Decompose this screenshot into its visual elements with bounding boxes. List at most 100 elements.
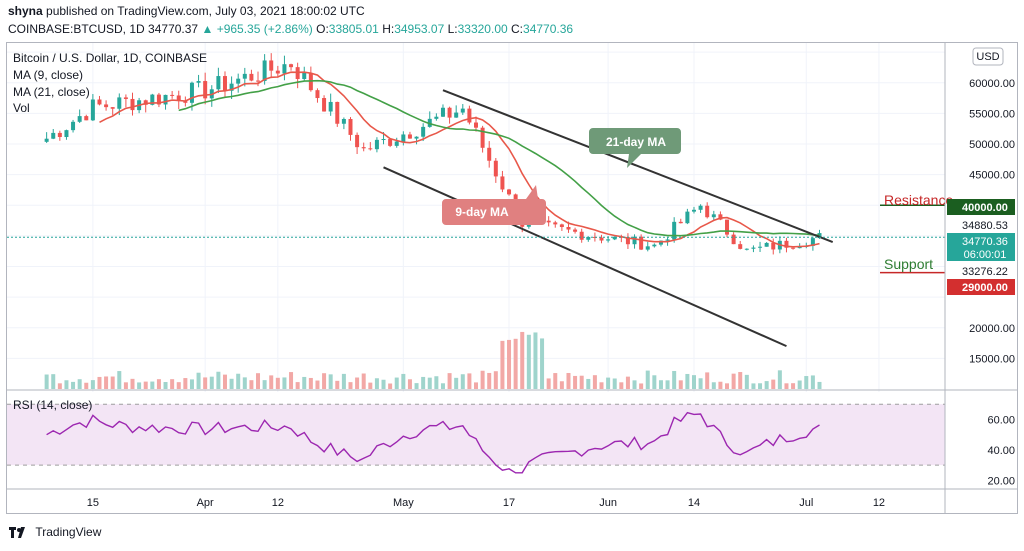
volume-bar xyxy=(672,370,677,389)
candle-body xyxy=(90,99,95,121)
candle-body xyxy=(791,247,796,249)
time-axis[interactable]: 15 Apr 12 May 17 Jun 14 Jul 12 xyxy=(87,497,885,509)
volume-bar xyxy=(361,373,366,389)
publish-text: published on TradingView.com, July 03, 2… xyxy=(46,4,365,18)
tag-33276: 33276.22 xyxy=(962,266,1008,278)
volume-bar xyxy=(566,372,571,389)
open-value: 33805.01 xyxy=(328,22,379,36)
candle-body xyxy=(143,100,148,105)
candle-body xyxy=(612,236,617,240)
candle-body xyxy=(117,97,122,109)
high-value: 34953.07 xyxy=(394,22,445,36)
volume-bar xyxy=(374,378,379,389)
volume-bar xyxy=(804,376,809,389)
volume-bar xyxy=(156,379,161,389)
price-tick: 45000.00 xyxy=(969,170,1015,182)
candle-body xyxy=(652,244,657,247)
ohlc-line: COINBASE:BTCUSD, 1D 34770.37 ▲ +965.35 (… xyxy=(8,22,573,36)
ma9-callout-bubble xyxy=(442,185,546,225)
candle-body xyxy=(341,118,346,124)
candle-body xyxy=(421,126,426,137)
tradingview-logo-icon[interactable] xyxy=(8,525,28,539)
current-price-tag: 34770.36 xyxy=(962,236,1008,248)
volume-bar xyxy=(242,377,247,389)
rsi-tick: 60.00 xyxy=(987,414,1015,426)
volume-bar xyxy=(817,381,822,389)
volume-bar xyxy=(216,371,221,389)
candle-body xyxy=(500,176,505,190)
tag-34880-bg xyxy=(947,217,1015,233)
volume-bar xyxy=(388,383,393,389)
candle-body xyxy=(394,141,399,146)
volume-bar xyxy=(150,381,155,389)
volume-bar xyxy=(275,377,280,389)
volume-bar xyxy=(507,339,512,389)
rsi-axis[interactable]: 60.00 40.00 20.00 xyxy=(987,414,1015,487)
candle-body xyxy=(639,236,644,250)
volume-bar xyxy=(540,338,545,389)
tradingview-brand[interactable]: TradingView xyxy=(35,524,102,539)
volume-bar xyxy=(744,374,749,389)
publish-line: shyna published on TradingView.com, July… xyxy=(8,4,365,18)
volume-bar xyxy=(771,379,776,389)
volume-bar xyxy=(282,377,287,389)
volume-bar xyxy=(797,380,802,389)
candle-body xyxy=(401,134,406,142)
candle-body xyxy=(758,246,763,248)
currency-button[interactable] xyxy=(972,47,1004,66)
volume-bar xyxy=(725,383,730,389)
candle-body xyxy=(203,81,208,99)
symbol-label: COINBASE:BTCUSD, 1D xyxy=(8,22,145,36)
ma21-callout-bubble xyxy=(589,128,681,168)
candle-body xyxy=(104,104,109,108)
price-tick: 55000.00 xyxy=(969,108,1015,120)
volume-bar xyxy=(71,381,76,389)
volume-bar xyxy=(718,381,723,389)
candle-body xyxy=(493,160,498,177)
moving-averages xyxy=(99,71,820,248)
candle-body xyxy=(632,236,637,245)
time-tick: 15 xyxy=(87,497,99,509)
candle-body xyxy=(262,60,267,82)
price-tick: 20000.00 xyxy=(969,323,1015,335)
volume-bar xyxy=(645,370,650,389)
volume-bar xyxy=(295,382,300,389)
candle-body xyxy=(447,107,452,118)
candle-body xyxy=(474,122,478,128)
price-axis[interactable]: 60000.00 55000.00 50000.00 45000.00 20000.00… xyxy=(969,78,1015,366)
candle-body xyxy=(222,76,227,91)
volume-bar xyxy=(328,374,333,389)
candle-body xyxy=(229,83,234,91)
volume-bar xyxy=(526,334,531,389)
volume-bar xyxy=(209,376,214,389)
candle-body xyxy=(566,227,571,230)
volume-bar xyxy=(764,381,769,389)
candle-body xyxy=(691,209,696,212)
time-tick: Apr xyxy=(197,497,214,509)
volume-bar xyxy=(256,373,261,389)
candle-body xyxy=(467,108,472,123)
volume-bar xyxy=(791,383,796,389)
resistance-tag-bg xyxy=(947,199,1015,215)
volume-bar xyxy=(513,338,518,389)
volume-bar xyxy=(355,377,360,389)
volume-bar xyxy=(203,377,208,389)
author-name[interactable]: shyna xyxy=(8,4,43,18)
legend-rsi: RSI (14, close) xyxy=(13,398,92,412)
volume-bar xyxy=(573,375,578,389)
volume-bar xyxy=(592,375,597,389)
resistance-label: Resistance xyxy=(884,192,953,208)
candle-body xyxy=(57,132,62,138)
candle-body xyxy=(592,236,597,238)
volume-bar xyxy=(176,382,181,389)
candle-body xyxy=(71,121,76,131)
resistance-tag: 40000.00 xyxy=(962,202,1008,214)
candle-body xyxy=(348,118,353,135)
time-tick: Jul xyxy=(799,497,813,509)
volume-bar xyxy=(447,373,452,389)
volume-bar xyxy=(784,383,789,389)
current-price-tag-bg xyxy=(947,233,1015,261)
volume-bar xyxy=(474,382,478,389)
change-value: +965.35 (+2.86%) xyxy=(216,22,313,36)
